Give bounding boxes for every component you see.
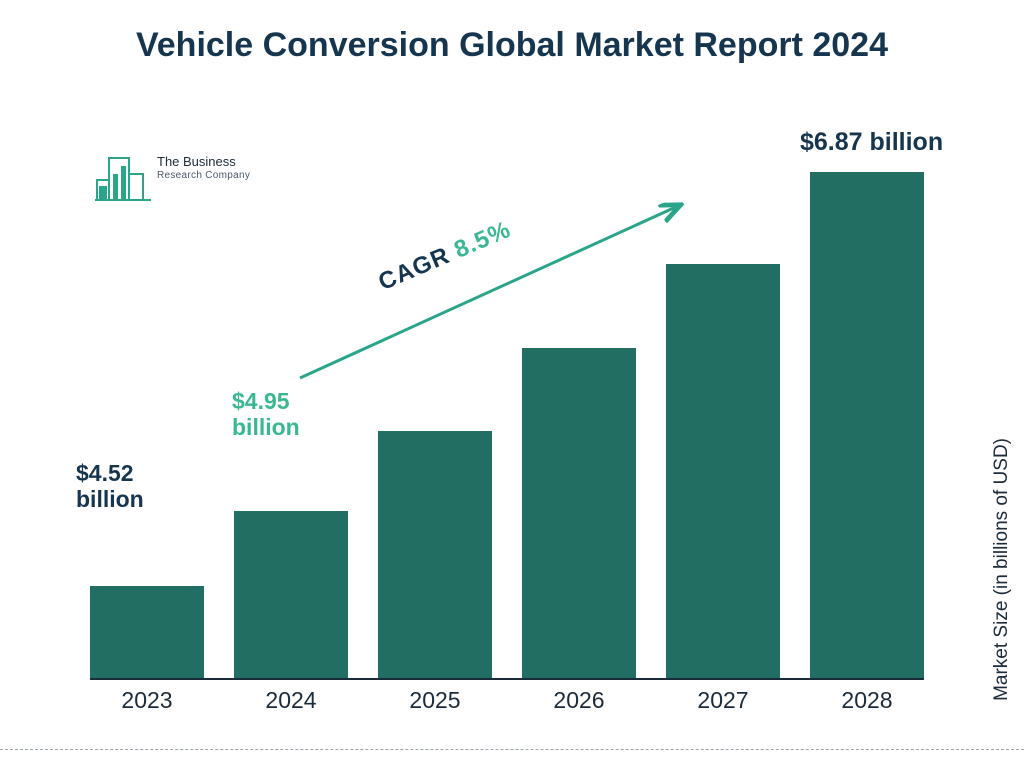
page-root: Vehicle Conversion Global Market Report … (0, 0, 1024, 768)
x-axis-line (90, 678, 924, 680)
bar-2023 (90, 586, 204, 678)
bar-2024 (234, 511, 348, 678)
value-label-0: $4.52billion (76, 460, 196, 513)
value-label-2: $6.87 billion (800, 128, 1000, 157)
bar-2027 (666, 264, 780, 678)
bar-chart: 202320242025202620272028 (90, 160, 940, 680)
y-axis-label: Market Size (in billions of USD) (991, 438, 1013, 701)
chart-title-text: Vehicle Conversion Global Market Report … (136, 26, 888, 64)
bar-2026 (522, 348, 636, 678)
x-tick-label: 2025 (378, 687, 492, 714)
value-label-1: $4.95billion (232, 388, 352, 441)
bar-2025 (378, 431, 492, 678)
x-tick-label: 2027 (666, 687, 780, 714)
y-axis-label-text: Market Size (in billions of USD) (991, 438, 1012, 701)
bottom-dashed-rule (0, 749, 1024, 750)
chart-title: Vehicle Conversion Global Market Report … (0, 24, 1024, 67)
x-tick-label: 2026 (522, 687, 636, 714)
x-tick-label: 2023 (90, 687, 204, 714)
x-tick-label: 2028 (810, 687, 924, 714)
bar-2028 (810, 172, 924, 678)
x-tick-label: 2024 (234, 687, 348, 714)
